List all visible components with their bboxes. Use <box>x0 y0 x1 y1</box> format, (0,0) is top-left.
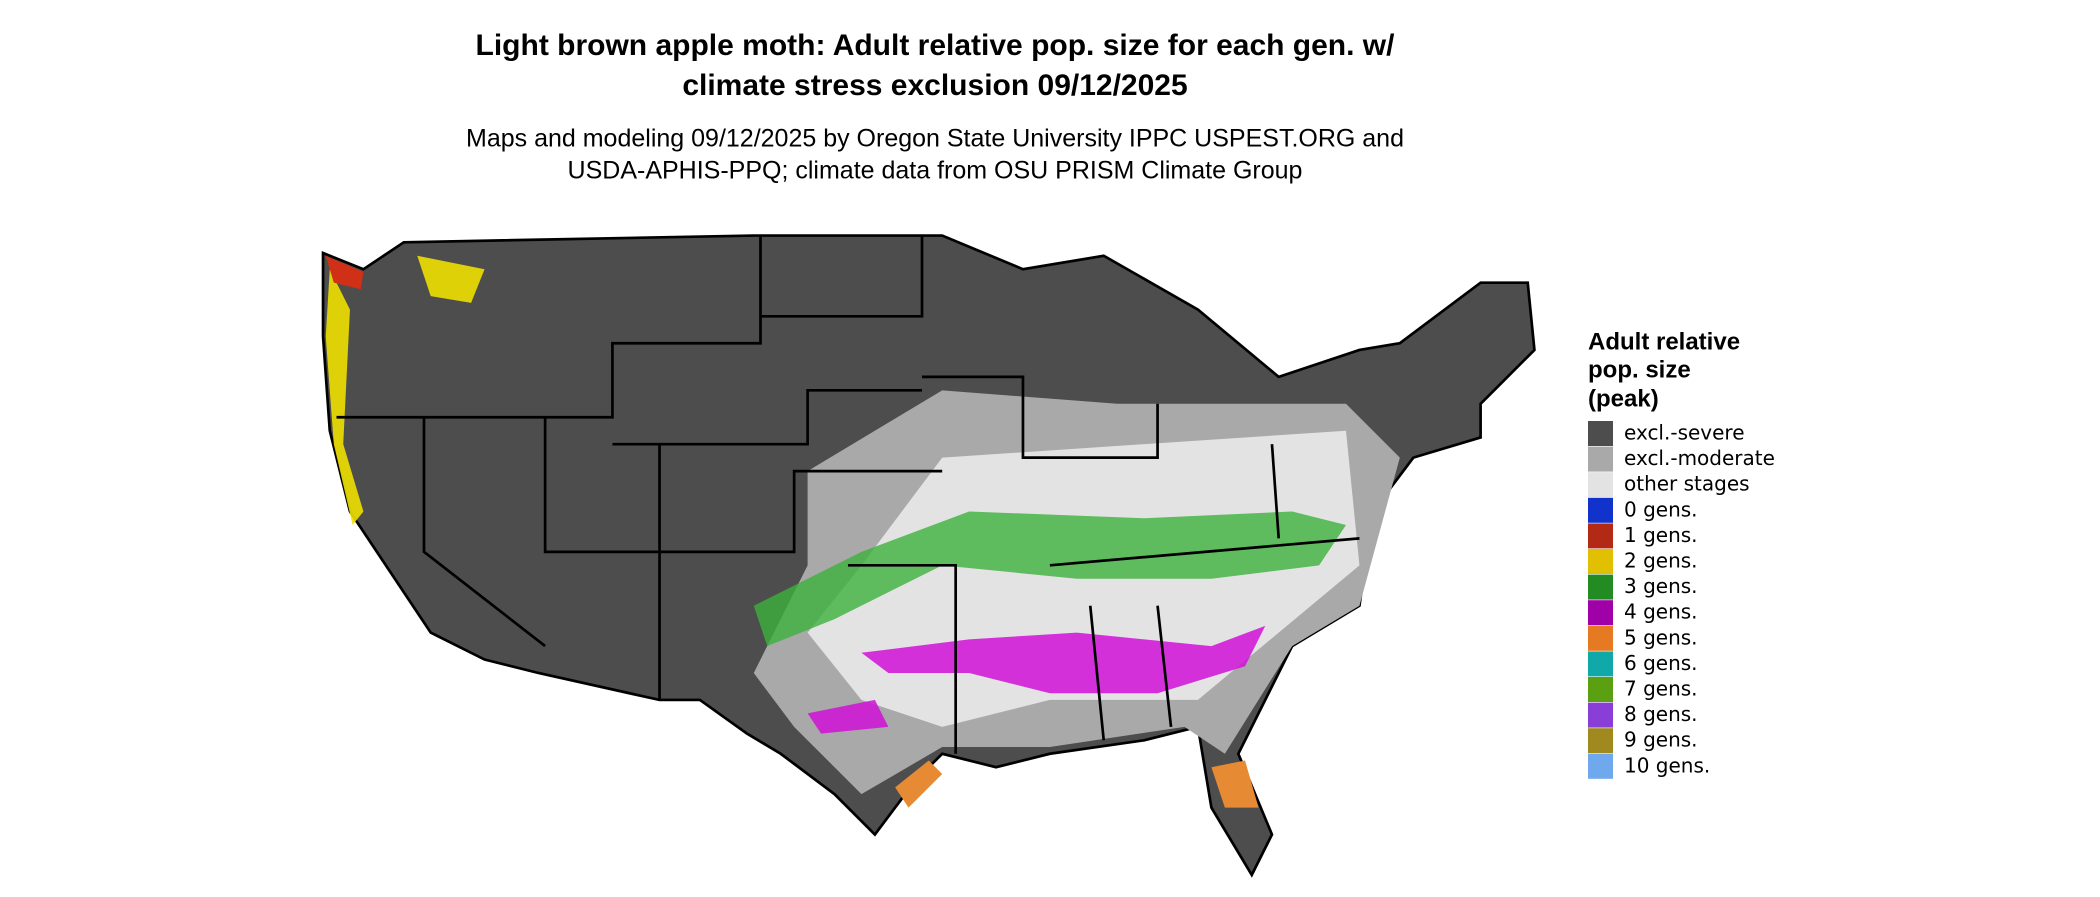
legend-label: 5 gens. <box>1624 625 1698 649</box>
legend-label: excl.-moderate <box>1624 446 1775 470</box>
legend-swatch <box>1588 702 1613 728</box>
legend-label: 10 gens. <box>1624 753 1710 777</box>
two-gens-band <box>417 255 485 303</box>
legend-swatch <box>1588 677 1613 702</box>
legend-label: 2 gens. <box>1624 549 1698 573</box>
legend-swatch <box>1588 472 1613 498</box>
three-gens-band <box>753 511 1346 647</box>
legend-swatch <box>1588 728 1613 754</box>
legend-swatch <box>1588 574 1613 600</box>
subtitle: Maps and modeling 09/12/2025 by Oregon S… <box>466 125 1404 153</box>
legend-label: 8 gens. <box>1624 702 1698 726</box>
legend-label: 1 gens. <box>1624 523 1698 547</box>
legend-swatch <box>1588 625 1613 651</box>
state-borders <box>336 235 1360 754</box>
five-gens-band <box>895 760 943 808</box>
legend-swatch <box>1588 549 1613 574</box>
legend-label: 4 gens. <box>1624 600 1698 624</box>
legend-label: 9 gens. <box>1624 728 1698 752</box>
legend-swatch <box>1588 446 1613 472</box>
subtitle: USDA-APHIS-PPQ; climate data from OSU PR… <box>568 157 1303 185</box>
legend-swatch <box>1588 497 1613 523</box>
legend-title: pop. size <box>1588 356 1691 383</box>
five-gens-band <box>1211 760 1259 808</box>
one-gen-band <box>325 255 364 290</box>
title: climate stress exclusion 09/12/2025 <box>682 69 1187 102</box>
legend-swatch <box>1588 600 1613 626</box>
legend-swatch <box>1588 523 1613 549</box>
legend-label: other stages <box>1624 472 1750 496</box>
legend-title: Adult relative <box>1588 328 1740 355</box>
legend-label: excl.-severe <box>1624 421 1745 445</box>
legend-label: 3 gens. <box>1624 574 1698 598</box>
legend-label: 7 gens. <box>1624 677 1698 701</box>
legend-title: (peak) <box>1588 385 1659 412</box>
two-gens-band <box>325 269 364 525</box>
legend-label: 6 gens. <box>1624 651 1698 675</box>
us-map <box>321 234 1536 878</box>
four-gens-band <box>807 699 889 734</box>
legend-swatch <box>1588 651 1613 677</box>
legend-swatch <box>1588 753 1613 779</box>
title: Light brown apple moth: Adult relative p… <box>476 29 1396 62</box>
legend-label: 0 gens. <box>1624 497 1698 521</box>
legend-swatch <box>1588 421 1613 446</box>
